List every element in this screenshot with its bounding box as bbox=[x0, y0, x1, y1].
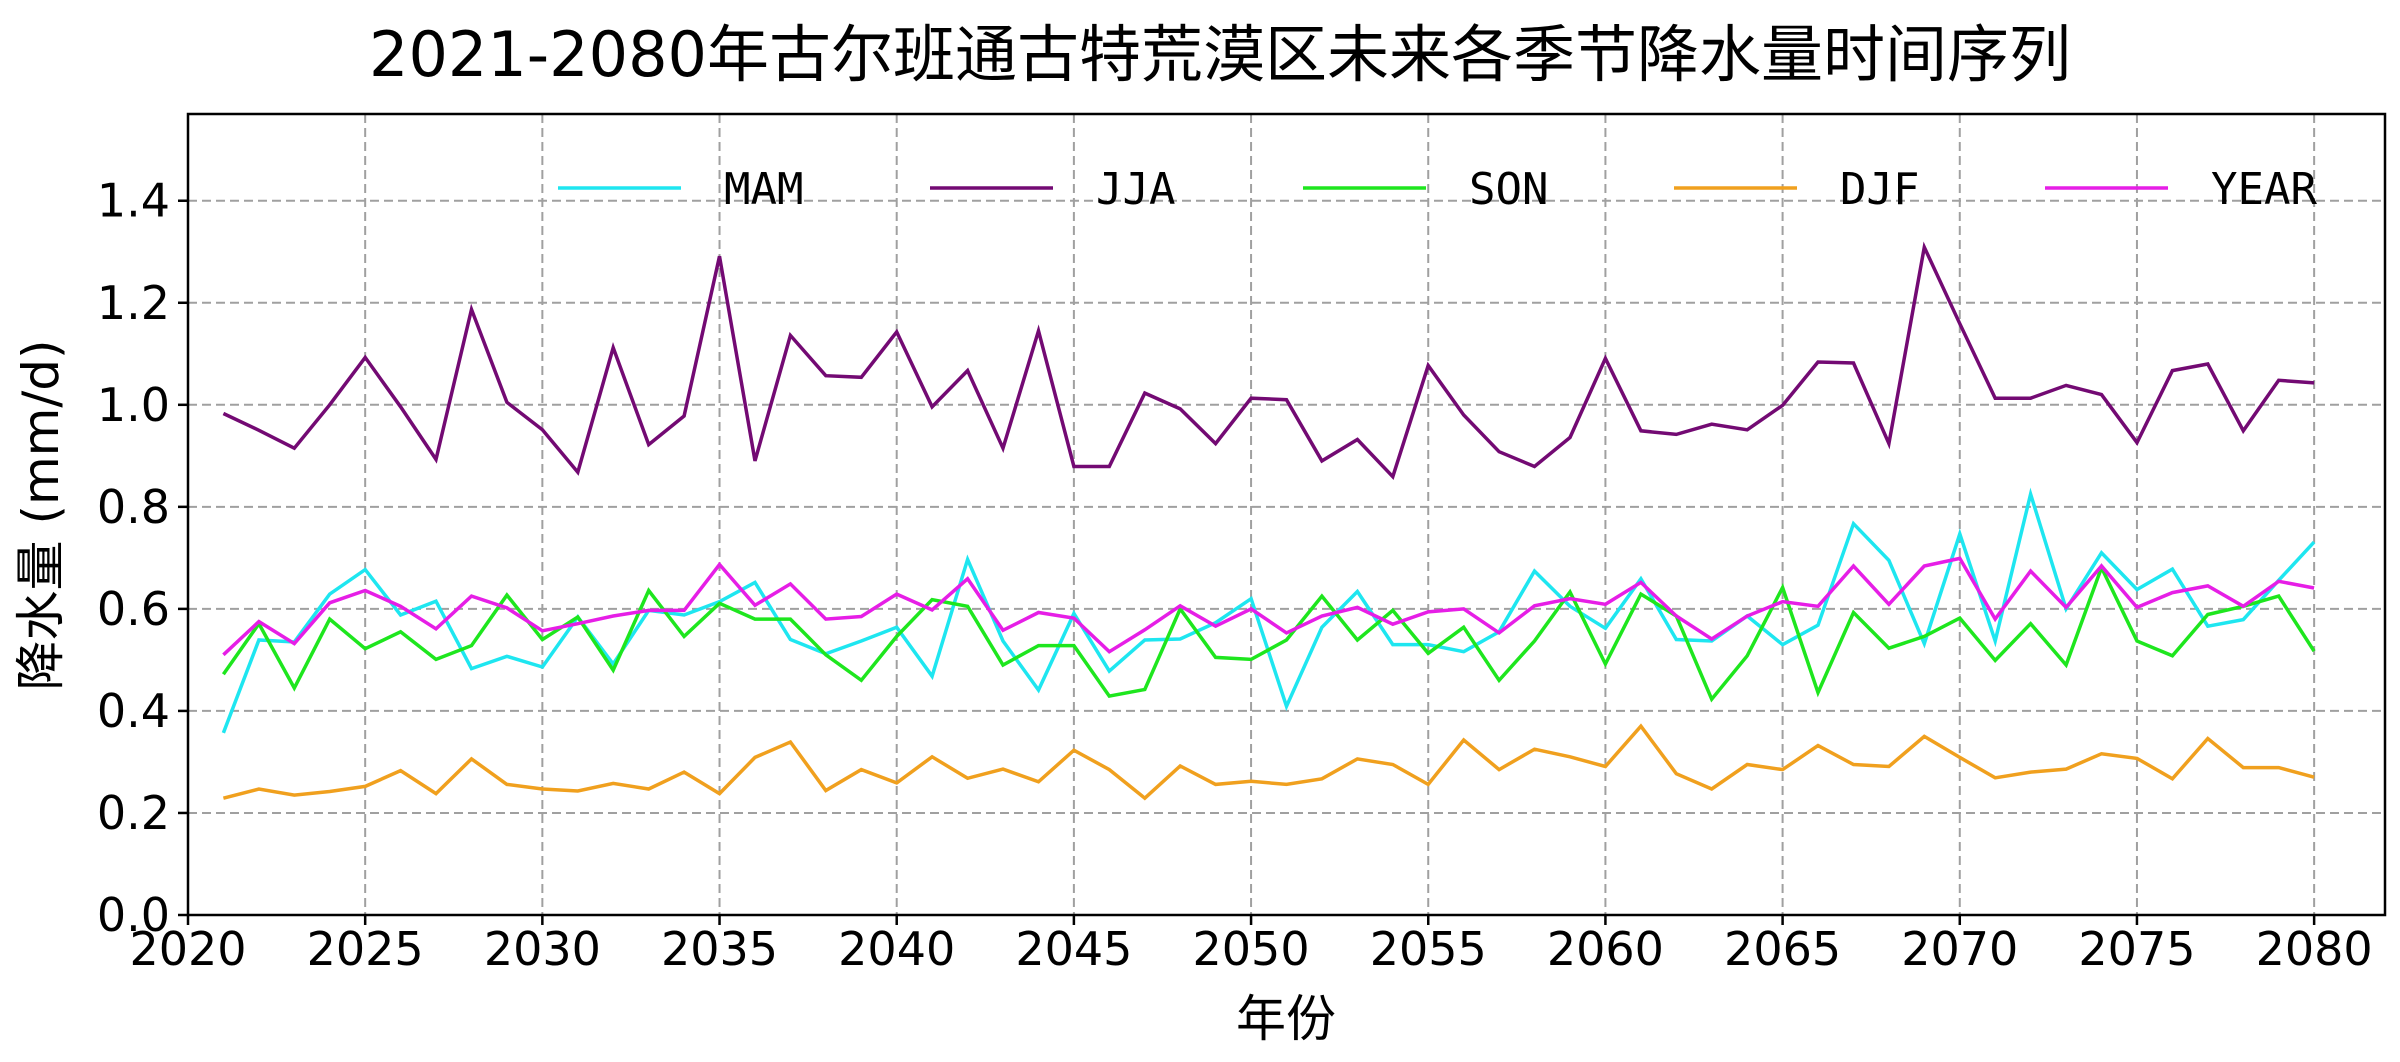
axis-ticks: 2020 2025 2030 2035 2040 2045 2050 2055 2060 2065… bbox=[97, 174, 2373, 976]
series-line-year bbox=[222, 556, 2315, 657]
x-tick-label: 2035 bbox=[661, 922, 778, 976]
x-tick-label: 2045 bbox=[1015, 922, 1132, 976]
series-lines bbox=[221, 241, 2316, 801]
y-tick-label: 1.2 bbox=[97, 276, 170, 330]
x-tick-label: 2025 bbox=[307, 922, 424, 976]
chart-title: 2021-2080年古尔班通古特荒漠区未来各季节降水量时间序列 bbox=[369, 18, 2071, 91]
plot-frame bbox=[186, 112, 2387, 917]
grid bbox=[187, 114, 2385, 916]
legend-label: DJF bbox=[1840, 164, 1919, 215]
series-line-djf bbox=[222, 723, 2315, 801]
y-tick-label: 1.4 bbox=[97, 174, 170, 228]
x-axis-label: 年份 bbox=[1236, 990, 1336, 1048]
x-tick-label: 2065 bbox=[1724, 922, 1841, 976]
x-tick-label: 2020 bbox=[129, 922, 246, 976]
y-tick-label: 1.0 bbox=[97, 378, 170, 432]
x-tick-label: 2030 bbox=[484, 922, 601, 976]
y-tick-label: 0.2 bbox=[97, 786, 170, 840]
legend-label: MAM bbox=[724, 164, 803, 215]
x-tick-label: 2050 bbox=[1193, 922, 1310, 976]
x-tick-label: 2080 bbox=[2256, 922, 2373, 976]
legend-item-son: SON bbox=[1303, 164, 1548, 215]
x-tick-label: 2060 bbox=[1547, 922, 1664, 976]
y-tick-label: 0.0 bbox=[97, 888, 170, 942]
x-tick-label: 2055 bbox=[1370, 922, 1487, 976]
x-tick-label: 2075 bbox=[2078, 922, 2195, 976]
legend-item-djf: DJF bbox=[1674, 164, 1919, 215]
legend-item-mam: MAM bbox=[558, 164, 803, 215]
legend-label: JJA bbox=[1096, 164, 1175, 215]
y-tick-label: 0.4 bbox=[97, 684, 170, 738]
legend-item-year: YEAR bbox=[2045, 164, 2317, 215]
legend-label: SON bbox=[1469, 164, 1548, 215]
x-tick-label: 2040 bbox=[838, 922, 955, 976]
legend-item-jja: JJA bbox=[930, 164, 1175, 215]
y-tick-label: 0.6 bbox=[97, 582, 170, 636]
y-axis-label: 降水量 (mm/d) bbox=[12, 340, 70, 691]
series-line-son bbox=[221, 563, 2316, 703]
series-line-jja bbox=[222, 241, 2315, 481]
legend-label: YEAR bbox=[2211, 164, 2317, 215]
x-tick-label: 2070 bbox=[1901, 922, 2018, 976]
legend: MAM JJA SON DJF YEAR bbox=[558, 164, 2317, 215]
y-tick-label: 0.8 bbox=[97, 480, 170, 534]
